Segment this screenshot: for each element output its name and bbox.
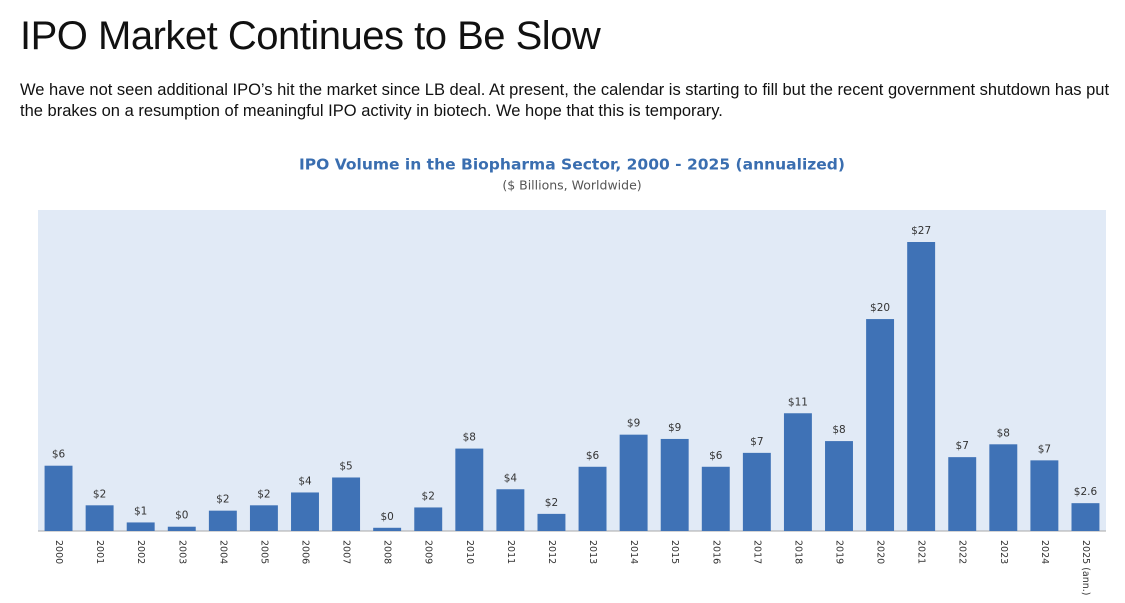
bar bbox=[332, 477, 361, 531]
value-label: $6 bbox=[709, 450, 723, 462]
x-tick-label: 2014 bbox=[628, 540, 639, 564]
x-tick-label: 2018 bbox=[792, 540, 803, 564]
x-tick-label: 2021 bbox=[916, 540, 927, 564]
bar bbox=[948, 457, 977, 531]
value-label: $8 bbox=[463, 432, 476, 444]
x-tick-label: 2022 bbox=[957, 540, 968, 564]
value-label: $1 bbox=[134, 505, 147, 517]
bar bbox=[455, 448, 484, 531]
value-label: $9 bbox=[668, 422, 681, 434]
x-tick-label: 2015 bbox=[669, 540, 680, 564]
value-label: $6 bbox=[586, 450, 600, 462]
bar bbox=[989, 444, 1018, 531]
bar bbox=[496, 489, 525, 531]
value-label: $8 bbox=[997, 427, 1010, 439]
x-tick-label: 2017 bbox=[751, 540, 762, 564]
bar bbox=[783, 413, 812, 531]
bar bbox=[208, 510, 237, 531]
x-tick-label: 2011 bbox=[505, 540, 516, 564]
value-label: $7 bbox=[1038, 443, 1051, 455]
chart-subtitle: ($ Billions, Worldwide) bbox=[502, 178, 641, 193]
bar bbox=[866, 319, 895, 531]
value-label: $4 bbox=[504, 472, 518, 484]
bar bbox=[291, 492, 319, 531]
bar bbox=[126, 522, 155, 531]
value-label: $7 bbox=[956, 440, 969, 452]
value-label: $2 bbox=[93, 488, 106, 500]
x-tick-label: 2008 bbox=[382, 540, 393, 564]
bar bbox=[701, 466, 730, 531]
x-tick-label: 2020 bbox=[875, 540, 886, 564]
value-label: $27 bbox=[911, 225, 931, 237]
value-label: $2 bbox=[422, 490, 435, 502]
x-tick-label: 2012 bbox=[546, 540, 557, 564]
value-label: $5 bbox=[339, 460, 352, 472]
bar bbox=[907, 242, 936, 531]
chart-title: IPO Volume in the Biopharma Sector, 2000… bbox=[299, 156, 845, 174]
bar bbox=[1071, 503, 1100, 531]
x-tick-label: 2005 bbox=[258, 540, 269, 564]
value-label: $6 bbox=[52, 449, 66, 461]
x-tick-label: 2013 bbox=[587, 540, 598, 564]
slide-text: We have not seen additional IPO’s hit th… bbox=[20, 81, 1110, 120]
bar bbox=[825, 441, 853, 531]
value-label: $2.6 bbox=[1074, 486, 1098, 498]
value-label: $0 bbox=[175, 510, 188, 522]
value-label: $4 bbox=[298, 475, 312, 487]
value-label: $20 bbox=[870, 302, 890, 314]
bar bbox=[619, 434, 648, 531]
x-tick-label: 2006 bbox=[300, 540, 311, 564]
x-tick-label: 2004 bbox=[217, 540, 228, 564]
bar bbox=[660, 438, 689, 531]
bar bbox=[414, 507, 443, 531]
value-label: $2 bbox=[216, 494, 229, 506]
bar bbox=[1030, 460, 1059, 531]
bar bbox=[249, 505, 278, 531]
bar bbox=[742, 452, 771, 531]
x-tick-label: 2023 bbox=[998, 540, 1009, 564]
x-tick-label: 2009 bbox=[423, 540, 434, 564]
bar bbox=[167, 526, 196, 531]
x-tick-label: 2003 bbox=[176, 540, 187, 564]
value-label: $7 bbox=[750, 436, 763, 448]
value-label: $2 bbox=[257, 488, 270, 500]
value-label: $8 bbox=[832, 424, 845, 436]
bar bbox=[537, 513, 566, 531]
value-label: $11 bbox=[788, 396, 808, 408]
bar bbox=[44, 465, 73, 531]
x-tick-label: 2024 bbox=[1039, 540, 1050, 564]
slide-title: IPO Market Continues to Be Slow bbox=[20, 14, 601, 58]
value-label: $9 bbox=[627, 418, 640, 430]
plot-area bbox=[38, 210, 1106, 531]
x-tick-label: 2007 bbox=[341, 540, 352, 564]
bar bbox=[578, 466, 607, 531]
x-tick-label: 2010 bbox=[464, 540, 475, 564]
value-label: $0 bbox=[380, 511, 393, 523]
bar bbox=[85, 505, 114, 531]
value-label: $2 bbox=[545, 497, 558, 509]
x-tick-label: 2002 bbox=[135, 540, 146, 564]
x-tick-label: 2000 bbox=[53, 540, 64, 564]
x-tick-label: 2001 bbox=[94, 540, 105, 564]
bar bbox=[373, 527, 402, 531]
x-tick-label: 2025 (ann.) bbox=[1080, 540, 1091, 596]
x-tick-label: 2019 bbox=[834, 540, 845, 564]
x-tick-label: 2016 bbox=[710, 540, 721, 564]
